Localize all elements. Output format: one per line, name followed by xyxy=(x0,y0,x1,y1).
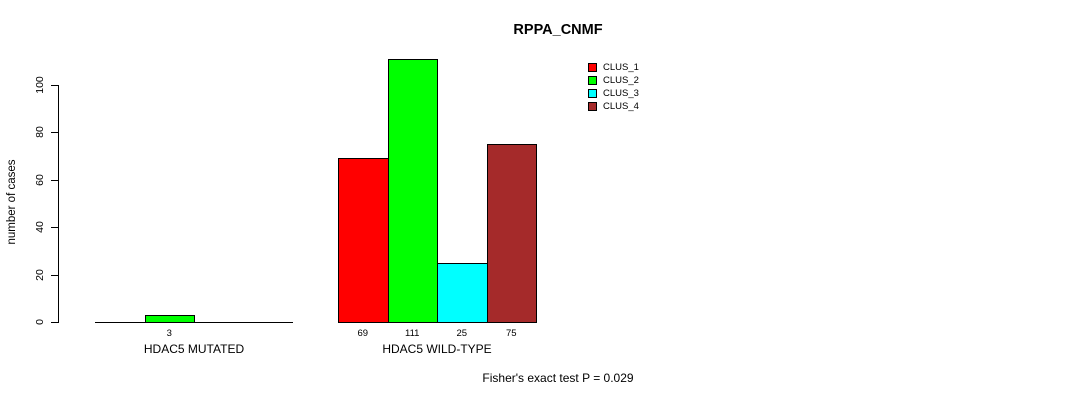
stat-annotation: Fisher's exact test P = 0.029 xyxy=(482,371,634,385)
y-axis-label: number of cases xyxy=(6,159,18,245)
chart-title: RPPA_CNMF xyxy=(513,22,603,38)
legend-item: CLUS_3 xyxy=(588,87,639,100)
legend-swatch-icon xyxy=(588,63,597,72)
bar-value-label: 111 xyxy=(405,328,420,339)
bar-clus_4-hdac5-wild-type xyxy=(486,144,537,323)
bar-value-label: 25 xyxy=(456,328,468,339)
legend-label: CLUS_3 xyxy=(603,88,639,99)
bar-value-label: 3 xyxy=(166,328,172,339)
legend-swatch-icon xyxy=(588,89,597,98)
y-axis-tick xyxy=(51,322,58,323)
x-axis-category-label: HDAC5 WILD-TYPE xyxy=(382,342,492,356)
bar-clus_3-hdac5-wild-type xyxy=(437,263,488,323)
y-axis-tick-label: 40 xyxy=(34,221,46,234)
y-axis-line xyxy=(58,85,59,323)
y-axis-tick-label: 20 xyxy=(34,268,46,281)
bar-clus_2-hdac5-mutated xyxy=(144,315,195,323)
y-axis-tick-label: 60 xyxy=(34,173,46,186)
y-axis-tick xyxy=(51,132,58,134)
legend-item: CLUS_2 xyxy=(588,74,639,87)
bar-value-label: 69 xyxy=(357,328,369,339)
bar-value-label: 75 xyxy=(505,328,517,339)
y-axis-tick-label: 0 xyxy=(34,319,46,325)
legend-label: CLUS_4 xyxy=(603,101,639,112)
legend-label: CLUS_2 xyxy=(603,75,639,86)
bar-clus_1-hdac5-wild-type xyxy=(338,158,389,323)
legend: CLUS_1 CLUS_2 CLUS_3 CLUS_4 xyxy=(588,61,639,113)
legend-item: CLUS_1 xyxy=(588,61,639,74)
x-axis-category-label: HDAC5 MUTATED xyxy=(143,342,245,356)
y-axis-tick-label: 80 xyxy=(34,126,46,139)
legend-item: CLUS_4 xyxy=(588,100,639,113)
legend-label: CLUS_1 xyxy=(603,62,639,73)
y-axis-tick xyxy=(51,227,58,229)
y-axis-tick xyxy=(51,85,58,86)
legend-swatch-icon xyxy=(588,76,597,85)
y-axis-tick xyxy=(51,179,58,181)
legend-swatch-icon xyxy=(588,102,597,111)
y-axis-tick-label: 100 xyxy=(34,76,46,94)
bar-clus_2-hdac5-wild-type xyxy=(387,59,438,323)
y-axis-tick xyxy=(51,274,58,276)
